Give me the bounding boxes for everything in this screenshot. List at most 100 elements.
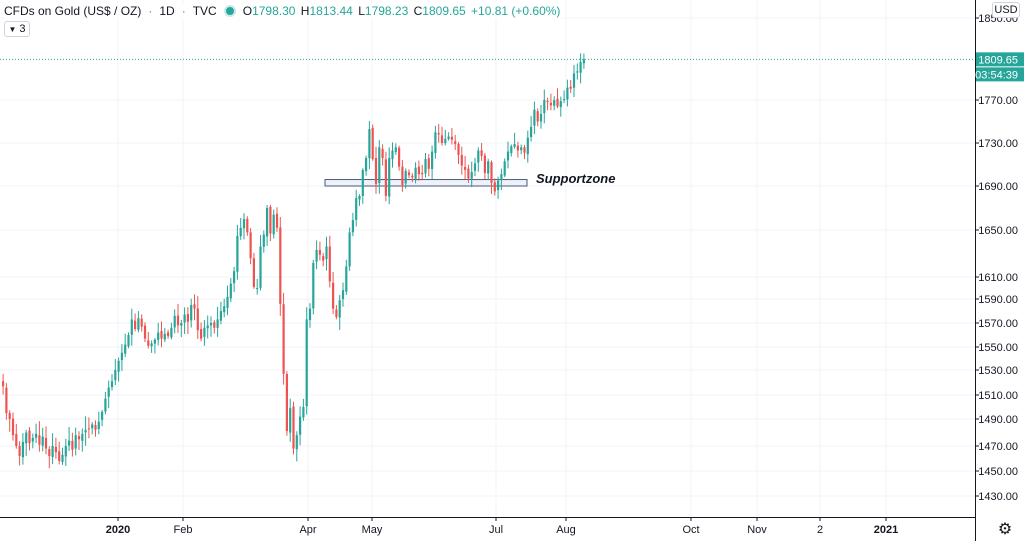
candle	[196, 296, 199, 339]
candle	[279, 216, 282, 316]
candle	[539, 105, 543, 129]
price-tick-label: 1550.00	[978, 342, 1018, 354]
candle	[97, 411, 100, 435]
open-value: 1798.30	[252, 4, 296, 18]
candle-body	[440, 135, 444, 143]
candle-body	[417, 166, 420, 175]
candle-body	[127, 335, 130, 347]
candle-body	[381, 148, 384, 159]
candle	[398, 145, 401, 171]
symbol-title[interactable]: CFDs on Gold (US$ / OZ)	[4, 4, 142, 18]
time-tick-label: Apr	[299, 524, 316, 536]
separator: ·	[181, 4, 186, 18]
candle	[28, 427, 31, 451]
candle	[8, 410, 11, 432]
candle	[140, 314, 143, 332]
candle-body	[160, 331, 163, 339]
candle-body	[5, 387, 8, 413]
candle-body	[206, 325, 209, 329]
candle	[374, 146, 378, 194]
candle-body	[104, 398, 107, 412]
candle-body	[44, 437, 48, 449]
time-axis[interactable]: 2020 Feb Apr May Jul Aug Oct Nov 2 2021	[106, 517, 898, 536]
separator: ·	[148, 4, 153, 18]
candle	[190, 298, 193, 328]
candle-body	[530, 126, 533, 138]
candle	[536, 108, 539, 127]
candle-body	[28, 430, 31, 444]
candle	[322, 252, 325, 267]
candle	[371, 124, 374, 161]
candle-body	[48, 449, 51, 456]
candle	[572, 64, 576, 98]
candle	[269, 204, 272, 241]
candle	[163, 328, 166, 343]
candle-body	[388, 158, 391, 197]
candle	[44, 426, 48, 455]
high-value: 1813.44	[309, 4, 353, 18]
chart-axes	[0, 0, 976, 541]
indicators-toggle-button[interactable]: ▼ 3	[4, 21, 30, 37]
candle	[213, 319, 216, 334]
candle	[447, 132, 450, 141]
candle-body	[437, 133, 440, 135]
candle	[114, 358, 117, 386]
candle-body	[289, 408, 292, 433]
exchange-label: TVC	[192, 4, 217, 18]
candle-body	[454, 141, 457, 145]
candle-body	[308, 308, 312, 320]
candle	[437, 123, 440, 143]
indicator-count: 3	[19, 23, 26, 35]
market-status-dot-icon[interactable]	[225, 7, 234, 15]
candle-body	[322, 256, 325, 261]
candle-body	[58, 451, 61, 461]
time-tick-label: May	[362, 524, 383, 536]
candle-body	[18, 446, 21, 456]
candle-body	[520, 147, 523, 151]
candle	[358, 194, 361, 206]
candle	[143, 322, 147, 343]
candle	[209, 316, 213, 337]
candle-body	[351, 220, 354, 233]
candle	[120, 344, 123, 371]
candle	[117, 357, 120, 382]
candle	[77, 431, 81, 450]
candle	[160, 321, 163, 348]
gear-icon[interactable]: ⚙	[997, 521, 1013, 538]
candle-body	[361, 169, 364, 197]
price-tick-label: 1590.00	[978, 294, 1018, 306]
candle-body	[348, 232, 351, 267]
time-tick-label: 2020	[106, 524, 130, 536]
candle-body	[497, 180, 500, 191]
candle-body	[533, 109, 536, 126]
candle-body	[143, 325, 147, 339]
candle	[51, 433, 54, 465]
candle	[381, 144, 384, 166]
candle-body	[315, 249, 318, 262]
candle-body	[467, 168, 470, 179]
candle	[368, 120, 371, 170]
candle-body	[11, 418, 15, 436]
candle	[477, 147, 480, 172]
supportzone-label[interactable]: Supportzone	[536, 171, 615, 186]
candle-body	[54, 446, 57, 453]
candle-body	[325, 246, 328, 260]
candle	[58, 441, 61, 465]
candle-body	[275, 213, 279, 228]
candle	[176, 304, 180, 333]
candle	[170, 322, 173, 340]
currency-button[interactable]: USD	[992, 2, 1020, 18]
candle	[454, 134, 457, 150]
candle-body	[480, 150, 483, 156]
price-axis[interactable]: 1850.001770.001730.001690.001650.001610.…	[975, 13, 1024, 503]
candle-body	[394, 147, 397, 153]
candle-body	[31, 437, 34, 442]
candle	[391, 142, 394, 168]
candle	[81, 428, 84, 452]
candle	[21, 433, 24, 465]
candle-body	[153, 339, 156, 344]
candle-body	[407, 172, 411, 176]
candle-body	[87, 428, 90, 430]
interval-label[interactable]: 1D	[159, 4, 175, 18]
